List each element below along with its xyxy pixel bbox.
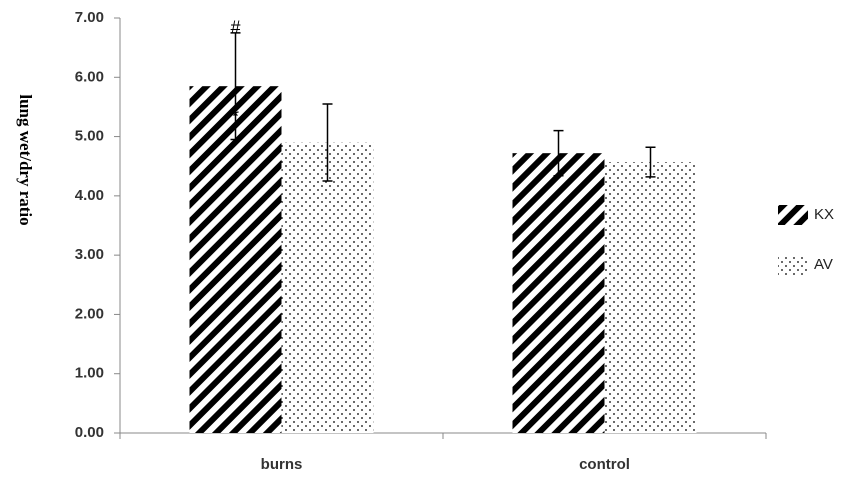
legend-label: KX [814,206,834,223]
legend-label: AV [814,256,833,273]
y-tick-label: 7.00 [75,9,104,26]
error-bar [645,146,656,178]
y-tick-label: 5.00 [75,128,104,145]
error-bar [322,103,333,182]
y-tick-label: 6.00 [75,68,104,85]
error-bar [230,32,241,141]
bar [189,86,282,433]
error-bar [553,129,564,177]
legend-swatch [778,205,808,225]
bar [604,162,697,434]
x-tick-label: control [579,456,630,473]
bar [512,153,605,433]
y-tick-label: 4.00 [75,187,104,204]
legend-swatch [778,255,808,275]
y-tick-label: 0.00 [75,424,104,441]
annotation: * [232,106,239,126]
bar [281,142,374,433]
y-tick-label: 3.00 [75,246,104,263]
x-tick-label: burns [261,456,303,473]
y-tick-label: 2.00 [75,305,104,322]
y-tick-label: 1.00 [75,365,104,382]
y-axis-label: lung wet/dry ratio [16,94,35,225]
annotation: # [230,18,240,38]
